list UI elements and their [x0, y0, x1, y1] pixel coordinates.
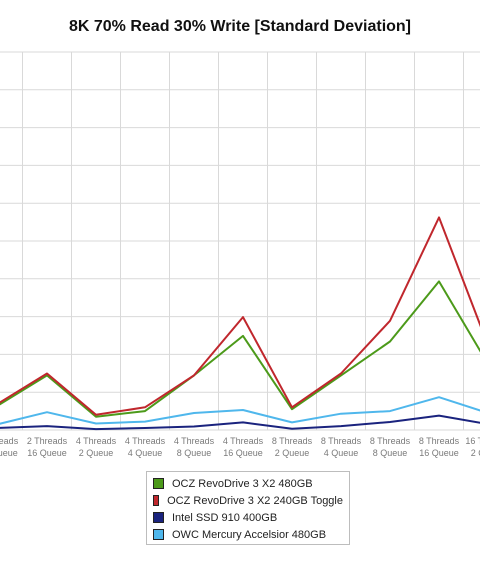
x-tick-label: 2 Queue: [275, 448, 310, 458]
x-tick-label: 1 Threads: [0, 436, 19, 446]
legend: OCZ RevoDrive 3 X2 480GB OCZ RevoDrive 3 …: [146, 471, 350, 545]
legend-item: OCZ RevoDrive 3 X2 240GB Toggle: [153, 492, 343, 509]
x-tick-labels: 1 Threads 16 Queue 2 Threads 16 Queue 4 Thre…: [0, 436, 480, 458]
series-lines: [0, 216, 480, 431]
x-tick-label: 8 Threads: [419, 436, 460, 446]
x-tick-label: 4 Queue: [128, 448, 163, 458]
legend-swatch: [153, 512, 164, 523]
x-tick-label: 16 Queue: [223, 448, 263, 458]
legend-label: Intel SSD 910 400GB: [172, 511, 278, 524]
x-tick-label: 4 Threads: [76, 436, 117, 446]
legend-label: OCZ RevoDrive 3 X2 240GB Toggle: [167, 494, 343, 507]
x-tick-label: 4 Queue: [324, 448, 359, 458]
legend-label: OWC Mercury Accelsior 480GB: [172, 528, 327, 541]
x-tick-label: 2 Queue: [79, 448, 114, 458]
legend-label: OCZ RevoDrive 3 X2 480GB: [172, 477, 313, 490]
x-tick-label: 4 Threads: [174, 436, 215, 446]
x-tick-label: 2 Queue: [471, 448, 480, 458]
grid: [0, 51, 480, 431]
x-tick-label: 8 Queue: [373, 448, 408, 458]
legend-item: Intel SSD 910 400GB: [153, 509, 343, 526]
legend-swatch: [153, 478, 164, 489]
legend-item: OCZ RevoDrive 3 X2 480GB: [153, 475, 343, 492]
x-tick-label: 4 Threads: [223, 436, 264, 446]
x-tick-label: 8 Threads: [272, 436, 313, 446]
x-tick-label: 16 Queue: [27, 448, 67, 458]
x-tick-label: 8 Threads: [370, 436, 411, 446]
x-tick-label: 2 Threads: [27, 436, 68, 446]
x-tick-label: 8 Queue: [177, 448, 212, 458]
x-tick-label: 16 Threads: [465, 436, 480, 446]
series-line-4: [0, 396, 480, 425]
x-tick-label: 4 Threads: [125, 436, 166, 446]
legend-swatch: [153, 495, 160, 506]
legend-item: OWC Mercury Accelsior 480GB: [153, 526, 343, 543]
x-tick-label: 8 Threads: [321, 436, 362, 446]
x-tick-label: 16 Queue: [419, 448, 459, 458]
series-line-1: [0, 280, 480, 418]
chart-title: 8K 70% Read 30% Write [Standard Deviatio…: [68, 18, 412, 35]
legend-swatch: [153, 529, 164, 540]
x-tick-label: 16 Queue: [0, 448, 18, 458]
series-line-3: [0, 414, 480, 431]
series-line-2: [0, 216, 480, 416]
